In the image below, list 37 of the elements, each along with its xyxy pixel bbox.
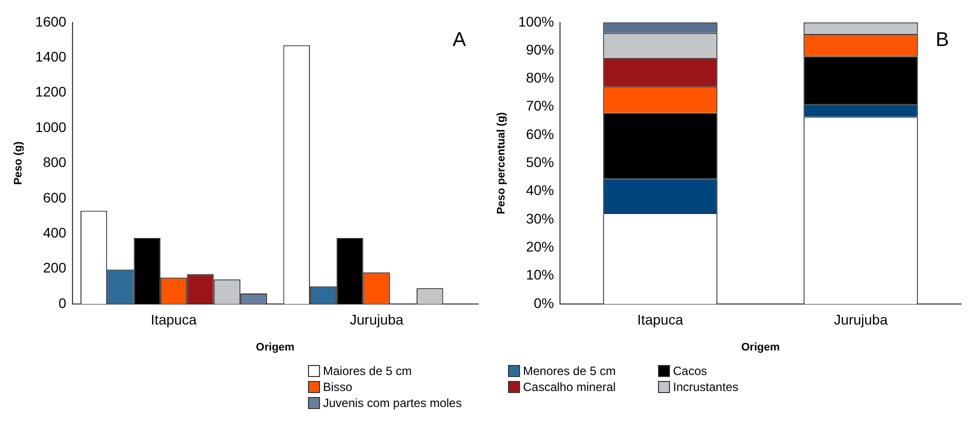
legend-label: Cacos [673,364,708,378]
y-tick-label: 200 [42,260,67,276]
y-tick-label: 1200 [35,84,67,100]
y-tick-label: 0% [534,294,554,311]
y-tick-label: 1400 [35,48,67,64]
y-tick-label: 0 [58,294,67,311]
y-tick-label: 60% [526,126,554,142]
x-tick-label: Jurujuba [834,311,888,328]
legend-label: Bisso [323,380,352,394]
legend-label: Juvenis com partes moles [323,396,462,410]
y-tick-label: 50% [526,154,554,170]
x-axis-title: Origem [741,341,780,354]
x-tick-label: Itapuca [150,311,197,328]
y-axis-title: Peso (g) [12,141,25,185]
y-tick-label: 400 [42,224,67,240]
y-tick-label: 600 [42,189,67,206]
y-tick-label: 1000 [35,118,67,135]
legend-label: Cascalho mineral [523,380,616,394]
y-tick-label: 100% [518,13,554,30]
y-tick-label: 90% [526,41,554,58]
y-tick-label: 1600 [35,13,67,30]
y-tick-label: 80% [526,70,554,86]
legend-label: Maiores de 5 cm [323,364,412,378]
y-tick-label: 20% [526,238,554,255]
y-tick-label: 40% [526,182,554,198]
annotation: B [936,28,949,51]
y-tick-label: 800 [42,154,67,170]
x-axis-title: Origem [256,341,295,354]
x-tick-label: Itapuca [637,311,684,328]
legend-label: Menores de 5 cm [523,364,616,378]
y-tick-label: 10% [526,266,554,283]
y-tick-label: 70% [526,98,554,114]
x-tick-label: Jurujuba [350,311,404,328]
annotation: A [452,28,467,51]
y-tick-label: 30% [526,210,554,226]
y-axis-title: Peso percentual (g) [496,112,508,214]
legend-label: Incrustantes [673,380,738,394]
